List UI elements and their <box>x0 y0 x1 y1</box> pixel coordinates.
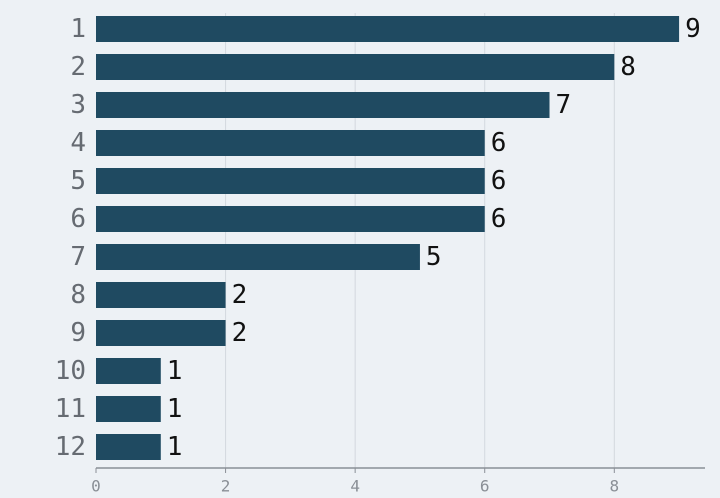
x-axis: 0 2 4 6 8 <box>91 467 705 496</box>
gridlines <box>225 13 615 468</box>
category-label-10: 10 <box>55 356 86 386</box>
category-label-6: 6 <box>70 204 86 234</box>
bar-5 <box>96 168 485 194</box>
value-label-3: 7 <box>556 90 572 120</box>
bar-11 <box>96 396 161 422</box>
bars <box>96 16 680 460</box>
value-label-1: 9 <box>685 14 701 44</box>
x-tick-label-6: 6 <box>480 477 490 496</box>
value-label-2: 8 <box>620 52 636 82</box>
value-label-12: 1 <box>167 432 183 462</box>
value-labels: 9 8 7 6 6 6 5 2 2 1 1 1 <box>167 14 701 462</box>
value-label-5: 6 <box>491 166 507 196</box>
bar-10 <box>96 358 161 384</box>
category-label-1: 1 <box>70 14 86 44</box>
category-label-3: 3 <box>70 90 86 120</box>
value-label-6: 6 <box>491 204 507 234</box>
x-tick-label-0: 0 <box>91 477 101 496</box>
bar-9 <box>96 320 226 346</box>
value-label-11: 1 <box>167 394 183 424</box>
bar-4 <box>96 130 485 156</box>
bar-8 <box>96 282 226 308</box>
bar-3 <box>96 92 550 118</box>
bar-2 <box>96 54 615 80</box>
bar-12 <box>96 434 161 460</box>
category-label-11: 11 <box>55 394 86 424</box>
bar-7 <box>96 244 420 270</box>
value-label-10: 1 <box>167 356 183 386</box>
bar-6 <box>96 206 485 232</box>
x-tick-label-4: 4 <box>350 477 360 496</box>
category-label-4: 4 <box>70 128 86 158</box>
value-label-7: 5 <box>426 242 442 272</box>
value-label-8: 2 <box>232 280 248 310</box>
category-label-2: 2 <box>70 52 86 82</box>
category-label-5: 5 <box>70 166 86 196</box>
category-label-12: 12 <box>55 432 86 462</box>
category-label-9: 9 <box>70 318 86 348</box>
category-label-7: 7 <box>70 242 86 272</box>
value-label-9: 2 <box>232 318 248 348</box>
x-tick-label-8: 8 <box>609 477 619 496</box>
x-tick-label-2: 2 <box>221 477 231 496</box>
value-label-4: 6 <box>491 128 507 158</box>
category-label-8: 8 <box>70 280 86 310</box>
bar-1 <box>96 16 680 42</box>
